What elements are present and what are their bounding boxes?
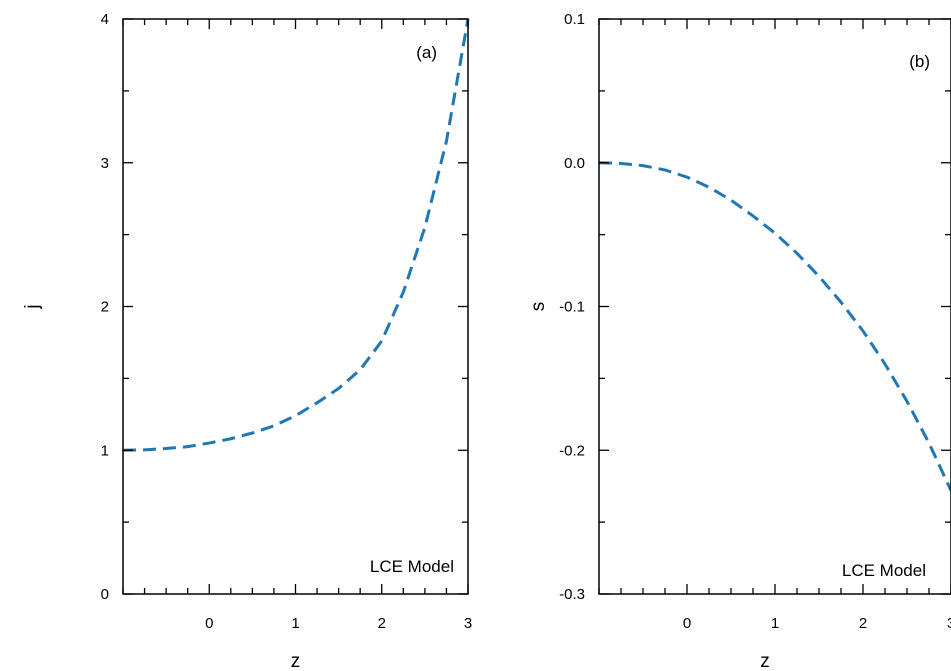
y-tick-label: 3	[101, 155, 109, 172]
y-axis-title: s	[528, 302, 549, 312]
x-tick-label: 2	[859, 615, 867, 632]
x-tick-label: 0	[683, 615, 691, 632]
x-tick-label: 1	[291, 615, 299, 632]
data-series-line	[122, 18, 470, 452]
x-tick-label: 3	[464, 615, 472, 632]
y-tick-label: 2	[101, 299, 109, 316]
panel-label: (b)	[909, 52, 930, 71]
x-tick-label: 2	[378, 615, 386, 632]
x-tick-label: 1	[771, 615, 779, 632]
y-tick-label: -0.3	[559, 586, 585, 603]
x-tick-label: 0	[205, 615, 213, 632]
y-tick-label: 4	[101, 11, 109, 28]
model-annotation: LCE Model	[842, 561, 926, 580]
x-axis-title: z	[760, 651, 770, 671]
x-tick-label: 3	[947, 615, 951, 632]
y-tick-label: 0.0	[564, 155, 585, 172]
y-tick-label: -0.1	[559, 299, 585, 316]
chart-panel-b: 0 1 2 3 -0.3 -0.2 -0.1 0.0 0.1 z s (b) LCE Model	[528, 11, 951, 671]
x-axis-title: z	[291, 651, 301, 671]
y-axis-title: j	[22, 304, 43, 309]
y-tick-label: 1	[101, 442, 109, 459]
chart-panel-a: 0 1 2 3 0 1 2 3 4 z j (a) LCE Model	[22, 11, 472, 671]
panel-label: (a)	[416, 43, 437, 62]
data-series-line	[598, 161, 951, 492]
plot-frame	[122, 18, 469, 595]
y-tick-label: 0.1	[564, 11, 585, 28]
y-tick-label: -0.2	[559, 442, 585, 459]
model-annotation: LCE Model	[370, 557, 454, 576]
plot-frame	[598, 18, 951, 595]
y-tick-label: 0	[101, 586, 109, 603]
